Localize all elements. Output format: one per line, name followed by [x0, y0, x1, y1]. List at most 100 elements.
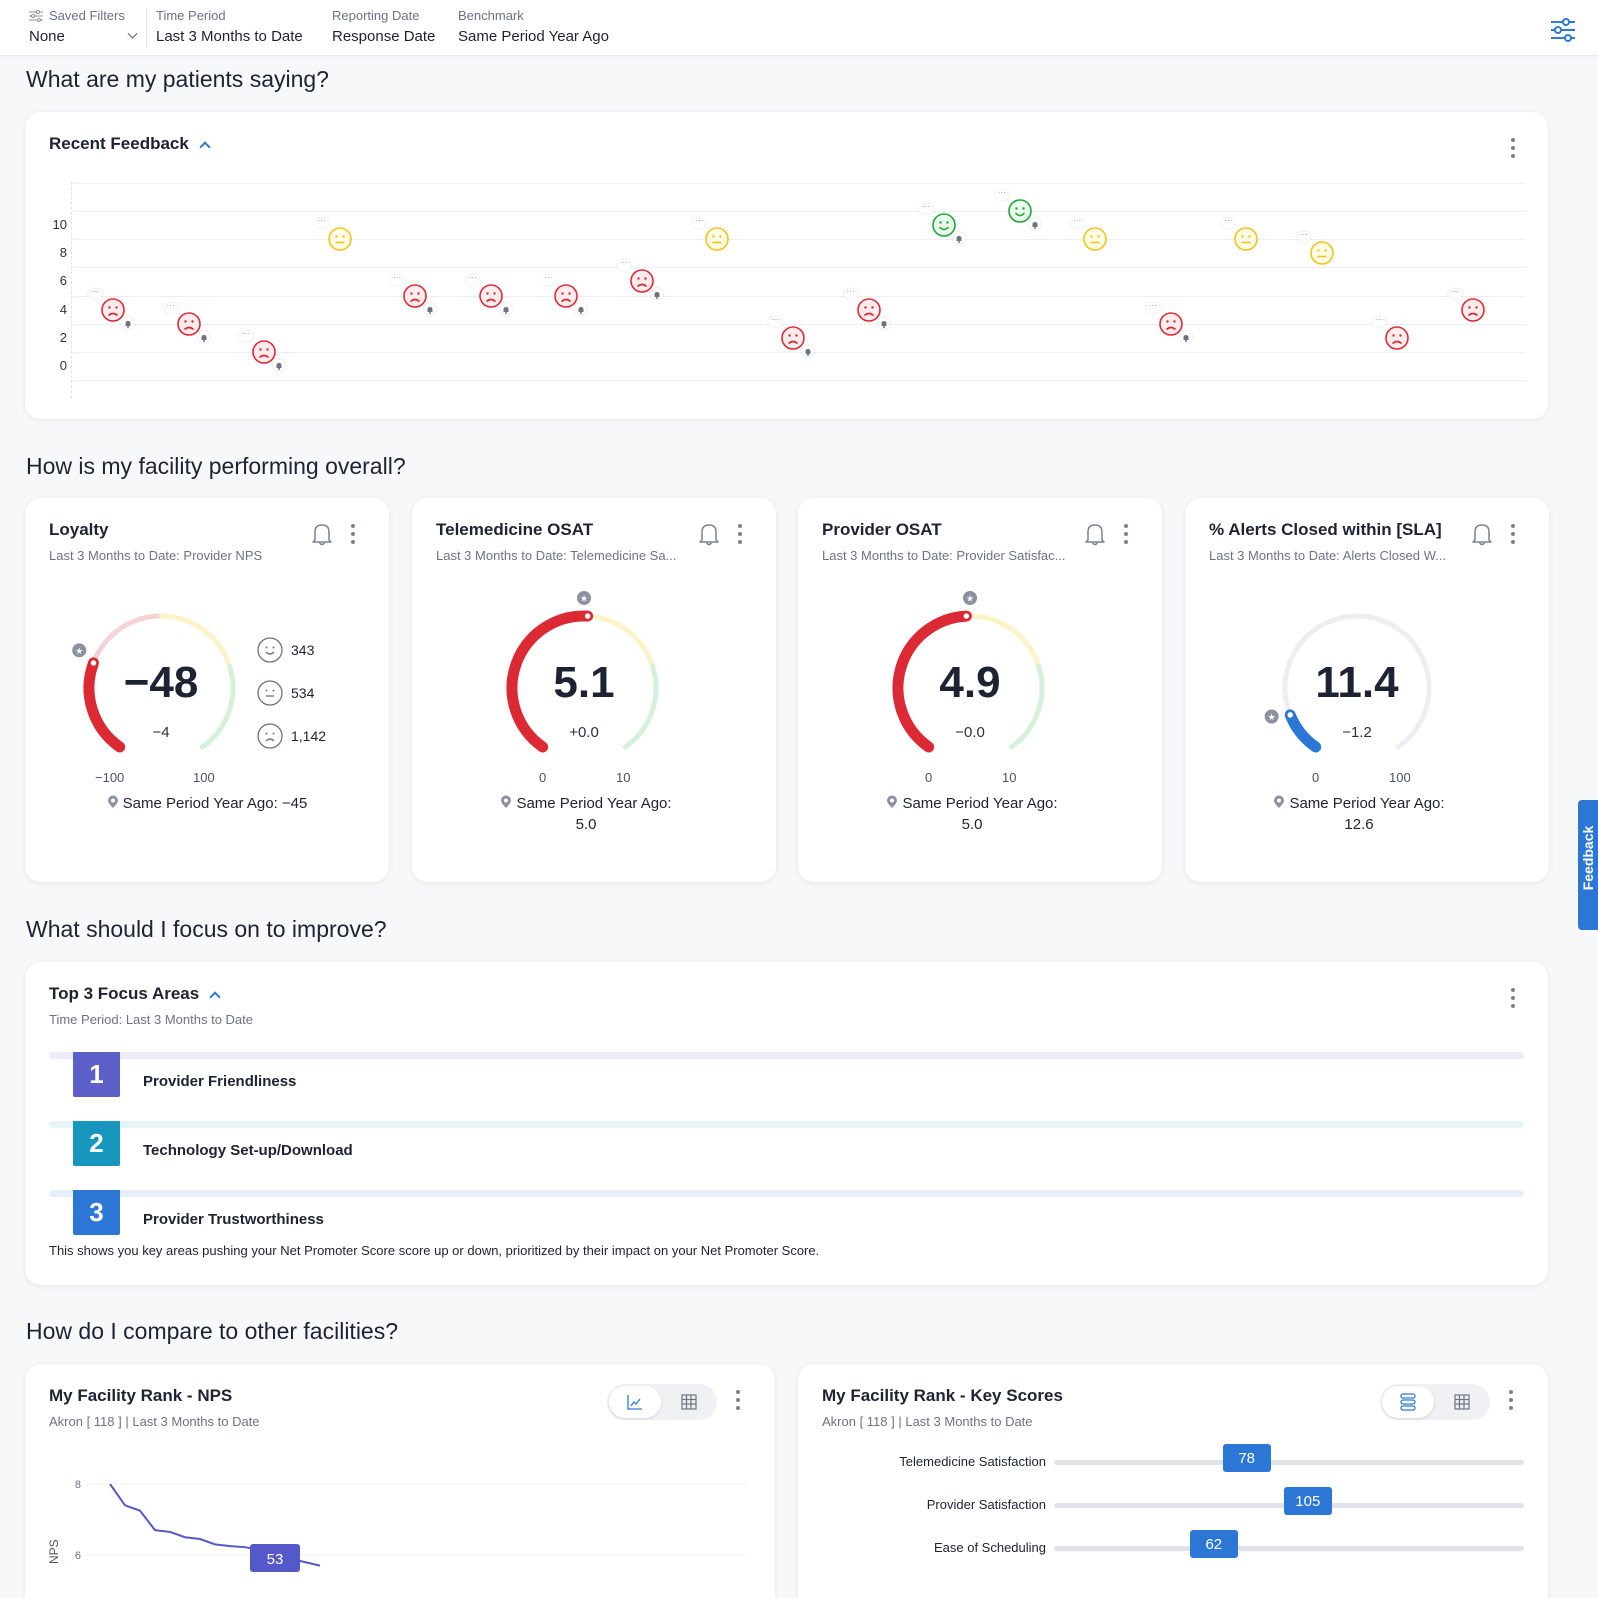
- reporting-date-label: Reporting Date: [332, 8, 420, 23]
- benchmark-pin-icon: ★: [577, 591, 591, 605]
- y-tick-label: 8: [75, 1479, 81, 1491]
- benchmark-value: 5.0: [961, 816, 983, 833]
- alert-bell-icon: [424, 302, 437, 315]
- filter-settings-icon[interactable]: [1550, 18, 1576, 42]
- rank-key-scores-subtitle: Akron [ 118 ] | Last 3 Months to Date: [822, 1414, 1033, 1429]
- feedback-tab[interactable]: Feedback: [1578, 800, 1598, 930]
- recent-feedback-title-text: Recent Feedback: [49, 134, 189, 153]
- sad-face-icon: [554, 283, 579, 308]
- metric-menu-icon[interactable]: [1119, 522, 1133, 546]
- more-dots-icon: ···: [465, 273, 480, 285]
- chart-view-button[interactable]: [609, 1386, 661, 1418]
- neutral-face-icon: [1234, 227, 1259, 251]
- feedback-point-negative[interactable]: ···: [541, 273, 588, 315]
- gridline: [73, 323, 1525, 325]
- neutral-face-icon: [1083, 227, 1108, 251]
- benchmark-label: Same Period Year Ago:: [516, 795, 672, 812]
- gauge-fill: [83, 657, 126, 753]
- metric-menu-icon[interactable]: [733, 522, 747, 546]
- feedback-point-negative[interactable]: ···: [1448, 287, 1486, 323]
- saved-filters[interactable]: Saved Filters None: [29, 8, 138, 45]
- rank-key-scores-menu-icon[interactable]: [1504, 1388, 1518, 1412]
- metric-title: Provider OSAT: [822, 520, 942, 539]
- response-counts: 343 534 1,142: [257, 628, 326, 757]
- rank-nps-menu-icon[interactable]: [731, 1388, 745, 1412]
- feedback-point-negative[interactable]: ···: [465, 273, 512, 315]
- feedback-point-negative[interactable]: ···: [616, 259, 663, 301]
- feedback-point-positive[interactable]: ···: [919, 203, 966, 244]
- benchmark-filter[interactable]: Benchmark Same Period Year Ago: [458, 8, 609, 45]
- list-view-button[interactable]: [1382, 1386, 1434, 1418]
- feedback-point-negative[interactable]: ···: [390, 273, 437, 315]
- feedback-point-negative[interactable]: ···: [239, 329, 286, 371]
- rank-key-scores-card: My Facility Rank - Key Scores Akron [ 11…: [798, 1364, 1548, 1598]
- key-score-rank-chip[interactable]: 78: [1222, 1444, 1271, 1472]
- focus-label: Technology Set-up/Download: [143, 1142, 353, 1159]
- feedback-point-neutral[interactable]: ···: [1221, 217, 1259, 252]
- gauge-min-label: 0: [539, 770, 547, 785]
- reporting-date-filter[interactable]: Reporting Date Response Date: [332, 8, 435, 45]
- feedback-point-negative[interactable]: ···: [163, 301, 210, 343]
- metric-value: 5.1: [553, 658, 615, 707]
- svg-text:★: ★: [966, 595, 974, 605]
- y-tick-label: 8: [59, 245, 67, 261]
- bell-icon[interactable]: [1471, 522, 1493, 546]
- gauge-min-label: −100: [95, 770, 125, 785]
- y-axis-label: NPS: [47, 1539, 61, 1564]
- my-facility-marker[interactable]: 53: [250, 1544, 300, 1572]
- focus-track: [49, 1052, 1524, 1059]
- benchmark-label: Same Period Year Ago:: [902, 795, 1058, 812]
- feedback-point-negative[interactable]: ···: [768, 315, 814, 357]
- filter-bar: Saved Filters None Time Period Last 3 Mo…: [0, 0, 1598, 56]
- recent-feedback-menu-icon[interactable]: [1506, 136, 1520, 160]
- feedback-point-neutral[interactable]: ···: [1296, 231, 1335, 266]
- benchmark-value: Same Period Year Ago: [458, 28, 609, 45]
- happy-face-icon: [1007, 199, 1032, 223]
- feedback-point-neutral[interactable]: ···: [314, 217, 353, 252]
- time-period-filter[interactable]: Time Period Last 3 Months to Date: [156, 8, 303, 45]
- collapse-caret-icon[interactable]: [209, 990, 221, 1003]
- reporting-date-value: Response Date: [332, 28, 436, 45]
- gauge-band-high: [199, 663, 236, 750]
- table-view-button[interactable]: [1436, 1386, 1488, 1418]
- feedback-point-neutral[interactable]: ···: [1070, 217, 1108, 252]
- list-icon: [1400, 1393, 1416, 1411]
- table-view-button[interactable]: [663, 1386, 715, 1418]
- more-dots-icon: ···: [88, 287, 102, 299]
- sad-face-icon: [1385, 325, 1410, 350]
- key-score-rank-chip[interactable]: 62: [1189, 1530, 1238, 1558]
- more-dots-icon: ···: [390, 273, 405, 285]
- gridline: [73, 380, 1525, 382]
- feedback-point-negative[interactable]: ···: [1145, 301, 1192, 343]
- gridline: [73, 295, 1525, 297]
- metric-title: % Alerts Closed within [SLA]: [1209, 520, 1442, 539]
- metric-delta: −1.2: [1342, 724, 1372, 741]
- sad-face-icon: [478, 283, 503, 308]
- gauge-marker: [962, 611, 971, 621]
- focus-areas-menu-icon[interactable]: [1506, 986, 1520, 1010]
- recent-feedback-title: Recent Feedback: [49, 134, 211, 154]
- feedback-point-negative[interactable]: ···: [1372, 315, 1410, 351]
- bell-icon[interactable]: [1084, 522, 1106, 546]
- feedback-point-negative[interactable]: ···: [88, 287, 134, 329]
- sad-face-icon: [1461, 297, 1485, 322]
- more-dots-icon: ···: [843, 287, 858, 299]
- svg-text:★: ★: [580, 595, 588, 605]
- sad-face-icon: [630, 269, 654, 294]
- bell-icon[interactable]: [698, 522, 720, 546]
- gridline: [73, 267, 1525, 269]
- more-dots-icon: ···: [994, 188, 1009, 200]
- bell-icon[interactable]: [311, 522, 333, 546]
- feedback-point-negative[interactable]: ···: [843, 287, 890, 329]
- focus-track: [49, 1190, 1524, 1197]
- metric-menu-icon[interactable]: [1506, 522, 1520, 546]
- focus-rank-badge: 2: [73, 1121, 120, 1166]
- metric-menu-icon[interactable]: [346, 522, 360, 546]
- key-score-rank-chip[interactable]: 105: [1283, 1487, 1332, 1515]
- benchmark-label: Same Period Year Ago:: [1289, 795, 1445, 812]
- feedback-point-positive[interactable]: ···: [994, 188, 1041, 230]
- feedback-point-neutral[interactable]: ···: [692, 217, 730, 252]
- time-period-label: Time Period: [156, 8, 226, 23]
- metric-card: Provider OSAT Last 3 Months to Date: Prov…: [798, 498, 1162, 882]
- gauge-band-mid: [581, 613, 656, 669]
